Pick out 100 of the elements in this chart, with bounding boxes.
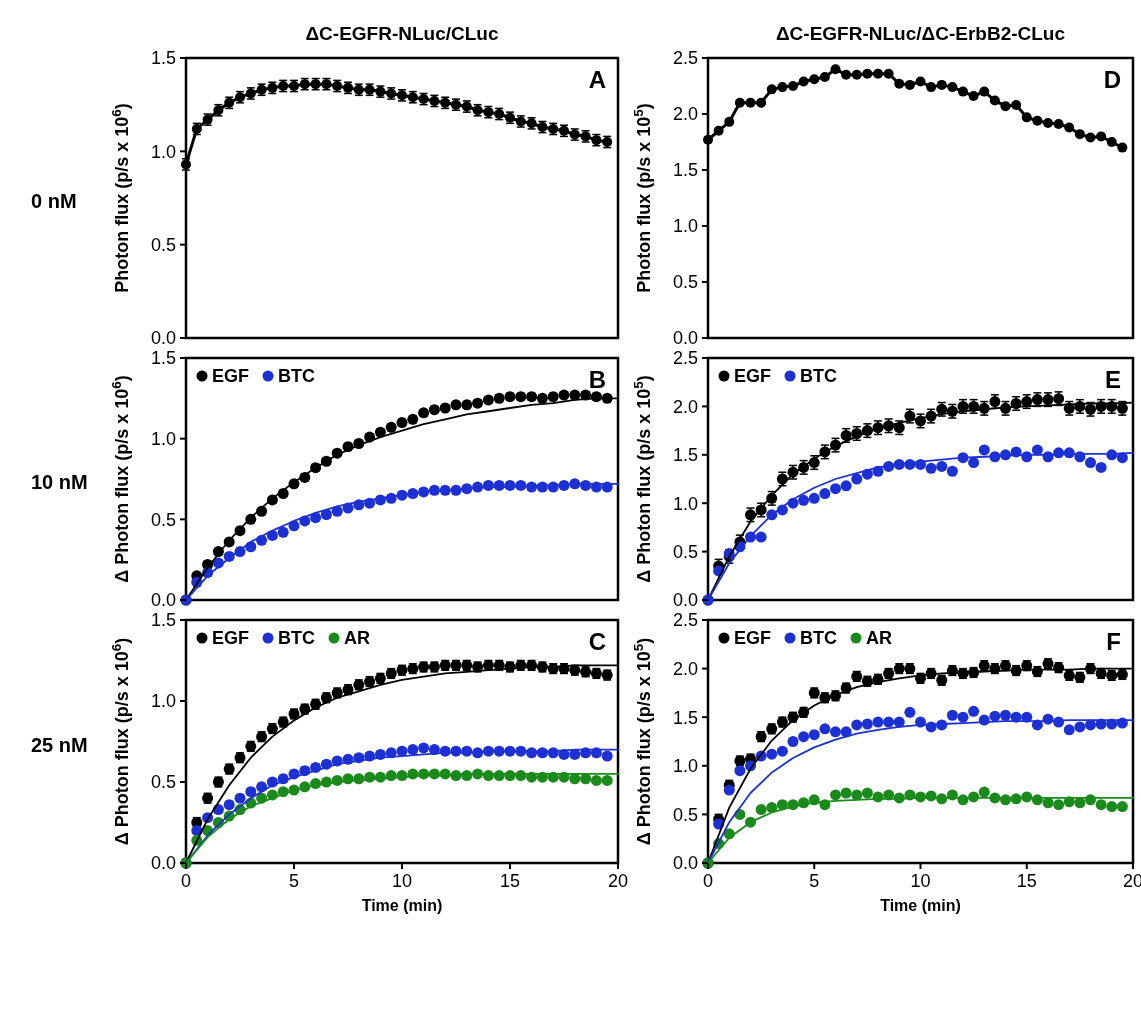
point: [873, 68, 883, 79]
point: [861, 787, 873, 799]
legend-label: BTC: [800, 366, 837, 386]
y-tick-label: 1.5: [150, 48, 176, 69]
point: [861, 718, 873, 730]
y-tick-label: 1.5: [150, 610, 176, 631]
point: [936, 460, 948, 472]
point: [989, 710, 1001, 722]
x-tick-label: 5: [288, 871, 300, 891]
text: 25 nM: [31, 733, 88, 756]
point: [978, 444, 990, 456]
chart-title: ΔC-EGFR-NLuc/ΔC-ErbB2-CLuc: [775, 23, 1066, 44]
point: [1074, 721, 1086, 733]
annotation: A: [588, 66, 606, 93]
point: [1117, 142, 1128, 153]
point: [904, 706, 916, 718]
point: [798, 76, 809, 87]
point: [1000, 709, 1011, 721]
point: [1053, 119, 1064, 130]
point: [851, 69, 862, 80]
point: [713, 125, 724, 136]
text: 10 nM: [31, 471, 88, 493]
point: [777, 82, 788, 93]
point: [601, 774, 613, 786]
x-axis-title: Time (min): [361, 897, 443, 914]
y-tick-label: 0.5: [672, 272, 698, 293]
point: [819, 488, 831, 500]
y-tick-label: 1.5: [672, 707, 698, 728]
y-tick-label: 0.0: [672, 328, 698, 349]
point: [862, 68, 873, 79]
point: [851, 719, 863, 731]
point: [1064, 122, 1075, 133]
point: [1096, 131, 1107, 142]
y-tick-label: 1.5: [150, 348, 176, 369]
point: [1074, 129, 1085, 140]
point: [989, 95, 1000, 106]
point: [968, 457, 980, 469]
x-tick-label: 20: [607, 871, 629, 891]
point: [734, 97, 745, 108]
point: [841, 69, 852, 80]
point: [788, 81, 798, 91]
point: [734, 765, 746, 777]
point: [1106, 801, 1118, 813]
y-tick-label: 0.5: [150, 772, 176, 793]
y-tick-label: 1.0: [672, 756, 698, 777]
text: 0 nM: [31, 190, 77, 212]
y-tick-label: 0.0: [672, 853, 698, 874]
x-tick-label: 0: [180, 871, 192, 891]
point: [798, 731, 810, 743]
y-tick-label: 1.5: [672, 160, 698, 181]
legend-label: EGF: [212, 628, 250, 648]
point: [968, 91, 979, 102]
annotation: E: [1104, 366, 1121, 393]
point: [755, 804, 767, 816]
legend-label: AR: [866, 628, 892, 648]
point: [840, 480, 852, 492]
point: [946, 709, 958, 721]
point: [819, 72, 830, 83]
point: [979, 86, 990, 97]
y-tick-label: 0.0: [150, 853, 176, 874]
point: [756, 97, 767, 108]
legend-label: BTC: [278, 628, 315, 648]
legend-label: BTC: [278, 366, 315, 386]
point: [1063, 724, 1075, 736]
x-axis-title: Time (min): [880, 897, 961, 914]
point: [1085, 457, 1096, 469]
point: [1116, 801, 1128, 813]
y-tick-label: 0.5: [672, 541, 698, 562]
point: [590, 774, 602, 786]
y-tick-label: 1.5: [672, 445, 698, 466]
legend-label: EGF: [734, 628, 772, 648]
point: [798, 494, 810, 506]
y-tick-label: 2.0: [672, 104, 698, 125]
y-tick-label: 1.0: [672, 216, 698, 237]
y-tick-label: 1.0: [150, 141, 176, 162]
point: [830, 789, 841, 801]
y-tick-label: 2.5: [672, 610, 698, 631]
legend-label: AR: [344, 628, 370, 648]
point: [894, 78, 905, 89]
point: [819, 723, 831, 735]
y-tick-label: 2.5: [672, 348, 698, 369]
x-tick-label: 15: [499, 871, 521, 891]
point: [926, 82, 937, 93]
point: [958, 86, 968, 97]
point: [703, 134, 713, 145]
chart-title: ΔC-EGFR-NLuc/CLuc: [305, 23, 499, 44]
y-tick-label: 1.0: [150, 691, 176, 712]
point: [904, 79, 915, 90]
y-tick-label: 0.0: [672, 590, 698, 611]
point: [883, 716, 895, 728]
point: [766, 84, 777, 95]
point: [745, 97, 756, 108]
y-tick-label: 0.5: [150, 234, 176, 255]
y-tick-label: 2.0: [672, 658, 698, 679]
y-tick-label: 1.0: [150, 428, 176, 449]
annotation: B: [588, 366, 606, 393]
point: [723, 784, 735, 796]
point: [755, 531, 767, 543]
point: [1043, 117, 1053, 128]
y-tick-label: 2.0: [672, 396, 698, 417]
